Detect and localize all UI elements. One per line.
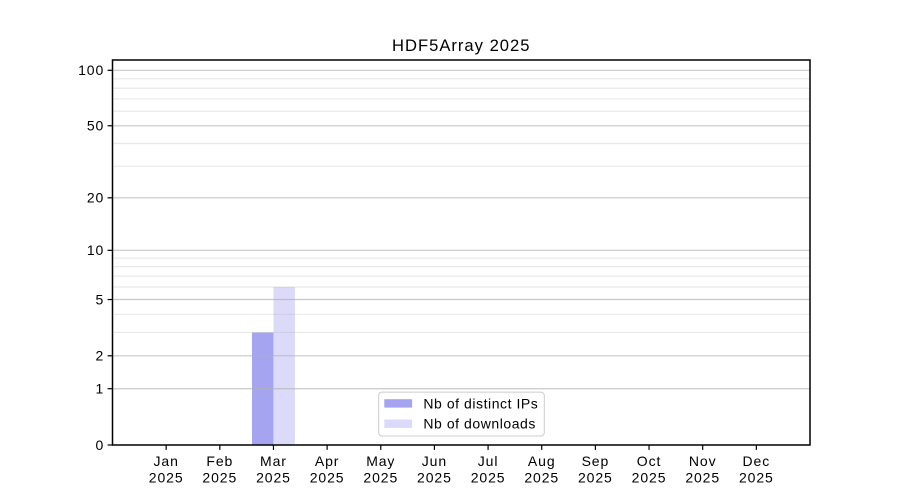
svg-text:50: 50 [87,118,104,134]
svg-text:Nb of downloads: Nb of downloads [423,416,536,432]
svg-text:May: May [366,453,395,469]
svg-text:5: 5 [96,291,105,307]
svg-text:100: 100 [78,62,104,78]
svg-text:1: 1 [96,381,105,397]
svg-text:Mar: Mar [260,453,287,469]
svg-text:Oct: Oct [637,453,661,469]
svg-text:Nb of distinct IPs: Nb of distinct IPs [423,395,538,411]
svg-text:Sep: Sep [582,453,610,469]
svg-text:Dec: Dec [743,453,771,469]
svg-text:Jul: Jul [478,453,499,469]
svg-text:2025: 2025 [632,469,667,485]
svg-text:2025: 2025 [256,469,291,485]
svg-text:2025: 2025 [363,469,398,485]
svg-text:2025: 2025 [578,469,613,485]
svg-text:HDF5Array 2025: HDF5Array 2025 [392,36,531,55]
svg-text:Feb: Feb [206,453,233,469]
svg-text:2025: 2025 [739,469,774,485]
svg-text:2025: 2025 [310,469,345,485]
svg-text:Nov: Nov [689,453,717,469]
svg-text:Jun: Jun [422,453,447,469]
svg-text:2025: 2025 [524,469,559,485]
svg-text:2025: 2025 [149,469,184,485]
svg-text:2025: 2025 [685,469,720,485]
svg-text:10: 10 [87,242,104,258]
svg-text:Apr: Apr [315,453,340,469]
svg-text:0: 0 [96,437,105,453]
svg-text:Aug: Aug [528,453,556,469]
svg-text:2025: 2025 [202,469,237,485]
svg-text:20: 20 [87,190,104,206]
svg-text:2025: 2025 [417,469,452,485]
svg-text:2025: 2025 [471,469,506,485]
svg-text:Jan: Jan [154,453,179,469]
svg-text:2: 2 [96,348,105,364]
